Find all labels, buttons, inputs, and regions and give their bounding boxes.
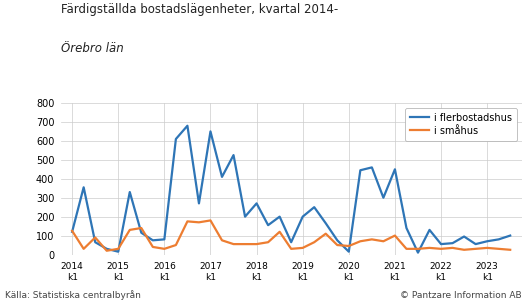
i flerbostadshus xyxy=(369,165,375,169)
Text: Källa: Statistiska centralbyrån: Källa: Statistiska centralbyrån xyxy=(5,290,141,300)
i flerbostadshus xyxy=(473,242,479,246)
i småhus xyxy=(173,243,179,247)
i småhus xyxy=(403,247,409,251)
i småhus xyxy=(392,234,398,238)
i småhus xyxy=(277,230,283,234)
i småhus xyxy=(219,238,225,242)
i småhus xyxy=(415,247,421,251)
i småhus xyxy=(450,246,456,250)
i flerbostadshus xyxy=(150,238,156,242)
i flerbostadshus xyxy=(403,226,409,230)
i flerbostadshus xyxy=(126,190,133,194)
i småhus xyxy=(150,245,156,249)
i flerbostadshus xyxy=(323,221,329,225)
i flerbostadshus xyxy=(230,153,237,157)
i småhus xyxy=(380,239,387,243)
i flerbostadshus xyxy=(392,168,398,171)
i flerbostadshus xyxy=(357,168,364,172)
i flerbostadshus xyxy=(219,175,225,179)
i småhus xyxy=(323,232,329,235)
i flerbostadshus xyxy=(484,239,490,243)
i flerbostadshus xyxy=(311,205,317,209)
i småhus xyxy=(311,240,317,244)
Line: i småhus: i småhus xyxy=(72,221,510,251)
i småhus xyxy=(288,247,294,251)
i småhus xyxy=(103,249,110,253)
i småhus xyxy=(253,242,260,246)
i flerbostadshus xyxy=(461,235,467,238)
i småhus xyxy=(346,244,352,248)
i småhus xyxy=(438,247,444,251)
i småhus xyxy=(161,247,168,251)
i flerbostadshus xyxy=(507,234,513,238)
i flerbostadshus xyxy=(161,238,168,241)
i flerbostadshus xyxy=(265,223,271,227)
i småhus xyxy=(265,240,271,244)
i småhus xyxy=(69,229,75,233)
i småhus xyxy=(126,228,133,232)
i småhus xyxy=(138,226,144,230)
i småhus xyxy=(334,243,340,247)
Text: Örebro län: Örebro län xyxy=(61,42,123,55)
i flerbostadshus xyxy=(380,196,387,199)
i småhus xyxy=(484,246,490,250)
i flerbostadshus xyxy=(92,240,99,244)
i flerbostadshus xyxy=(196,201,202,205)
i flerbostadshus xyxy=(288,240,294,244)
i flerbostadshus xyxy=(346,250,352,254)
i småhus xyxy=(242,242,248,246)
i flerbostadshus xyxy=(115,250,121,254)
i småhus xyxy=(184,220,191,223)
i småhus xyxy=(207,219,213,222)
i småhus xyxy=(357,239,364,243)
i flerbostadshus xyxy=(450,241,456,245)
i småhus xyxy=(495,247,502,251)
i flerbostadshus xyxy=(184,124,191,128)
Line: i flerbostadshus: i flerbostadshus xyxy=(72,126,510,253)
i småhus xyxy=(299,246,306,250)
i flerbostadshus xyxy=(103,247,110,251)
i flerbostadshus xyxy=(495,238,502,241)
i flerbostadshus xyxy=(334,238,340,242)
i småhus xyxy=(461,248,467,251)
i flerbostadshus xyxy=(438,242,444,246)
i flerbostadshus xyxy=(253,201,260,205)
i småhus xyxy=(507,248,513,251)
i småhus xyxy=(196,221,202,224)
i flerbostadshus xyxy=(277,215,283,218)
i småhus xyxy=(115,247,121,251)
Text: © Pantzare Information AB: © Pantzare Information AB xyxy=(400,291,522,300)
i flerbostadshus xyxy=(299,215,306,218)
Text: Färdigställda bostadslägenheter, kvartal 2014-: Färdigställda bostadslägenheter, kvartal… xyxy=(61,3,338,16)
Legend: i flerbostadshus, i småhus: i flerbostadshus, i småhus xyxy=(405,108,517,141)
i småhus xyxy=(473,247,479,251)
i småhus xyxy=(426,246,433,250)
i flerbostadshus xyxy=(138,231,144,235)
i flerbostadshus xyxy=(426,228,433,232)
i flerbostadshus xyxy=(69,230,75,234)
i flerbostadshus xyxy=(415,251,421,255)
i småhus xyxy=(369,238,375,241)
i flerbostadshus xyxy=(242,215,248,218)
i småhus xyxy=(230,242,237,246)
i flerbostadshus xyxy=(207,130,213,133)
i flerbostadshus xyxy=(81,185,87,189)
i småhus xyxy=(81,247,87,251)
i flerbostadshus xyxy=(173,137,179,141)
i småhus xyxy=(92,236,99,239)
